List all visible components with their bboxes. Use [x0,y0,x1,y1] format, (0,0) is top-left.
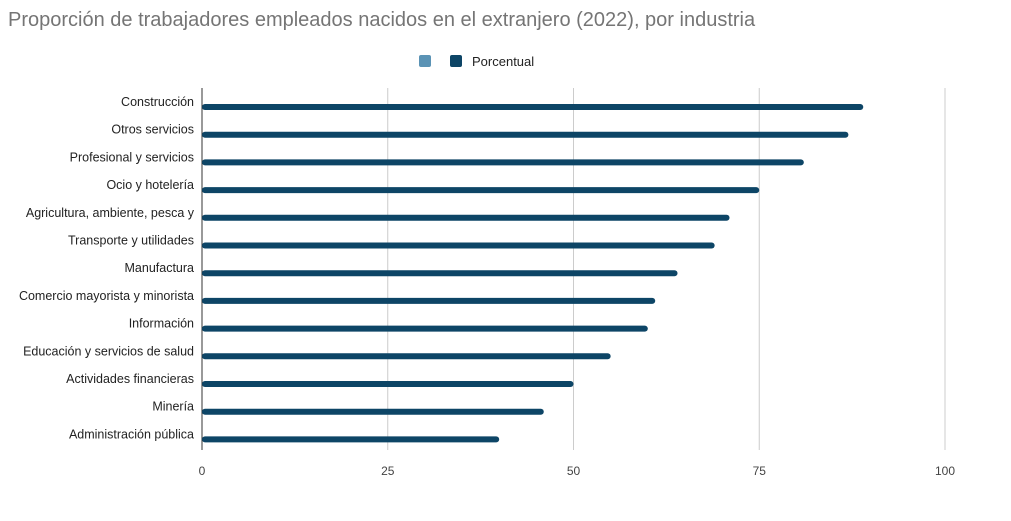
bar [202,325,648,332]
legend-swatch-porcentual [450,55,462,67]
y-category-label: Información [129,317,194,331]
bar [202,242,715,249]
y-category-label: Comercio mayorista y minorista [19,289,194,303]
y-category-label: Administración pública [69,427,194,441]
bar [202,297,656,304]
y-category-label: Transporte y utilidades [68,234,194,248]
bar [202,159,804,166]
x-tick-label: 0 [199,464,206,478]
legend-swatch-series-1 [419,55,431,67]
legend-item-porcentual[interactable]: Porcentual [450,51,534,71]
bar [202,353,611,360]
bar [202,214,730,221]
y-category-label: Actividades financieras [66,372,194,386]
bar [202,270,678,277]
y-category-label: Manufactura [125,261,195,275]
legend-item-series-1[interactable] [419,51,431,71]
x-tick-label: 75 [753,464,767,478]
y-category-label: Construcción [121,95,194,109]
bar [202,131,849,138]
y-category-label: Ocio y hotelería [106,178,194,192]
bar [202,408,544,415]
bar [202,104,864,110]
chart-title: Proporción de trabajadores empleados nac… [8,9,756,31]
bar [202,187,760,194]
bar [202,381,574,387]
x-tick-label: 100 [935,464,955,478]
y-category-label: Otros servicios [111,123,194,137]
y-category-label: Educación y servicios de salud [23,344,194,358]
legend-label-porcentual: Porcentual [472,53,535,69]
bar [202,436,500,443]
y-category-label: Agricultura, ambiente, pesca y [26,206,195,220]
y-category-label: Minería [152,400,194,414]
legend: Porcentual [0,51,1011,71]
y-category-label: Profesional y servicios [70,150,194,164]
x-tick-label: 50 [567,464,581,478]
x-tick-label: 25 [381,464,395,478]
